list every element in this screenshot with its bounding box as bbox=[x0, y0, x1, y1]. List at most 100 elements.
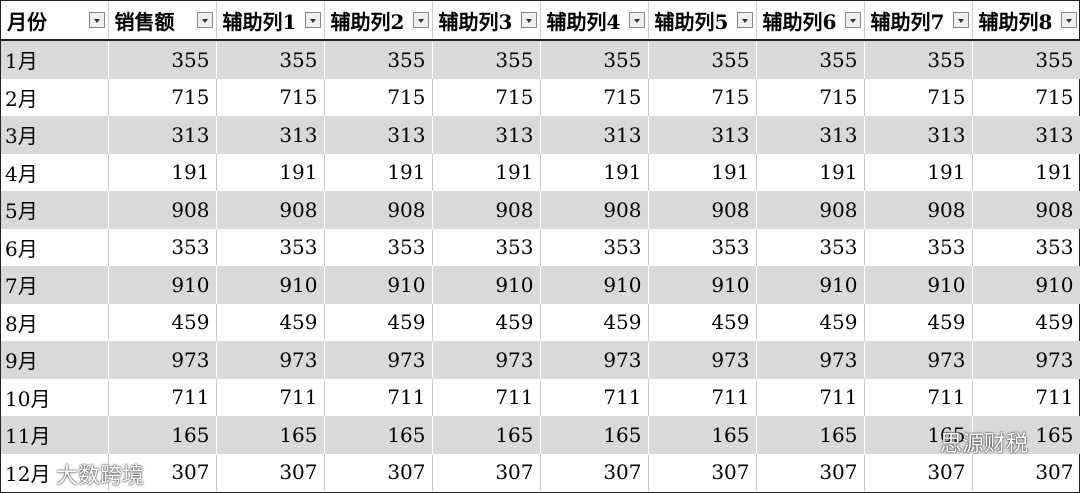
cell: 313 bbox=[108, 116, 217, 154]
cell: 355 bbox=[216, 40, 325, 79]
filter-button[interactable] bbox=[736, 12, 753, 28]
cell: 973 bbox=[108, 341, 217, 379]
cell: 711 bbox=[648, 378, 757, 416]
cell: 355 bbox=[756, 40, 865, 79]
table-row: 7月 910 910 910 910 910 910 910 910 910 bbox=[1, 266, 1080, 304]
cell: 12月 bbox=[1, 453, 109, 491]
filter-button[interactable] bbox=[412, 12, 429, 28]
filter-button[interactable] bbox=[196, 12, 213, 28]
cell: 313 bbox=[972, 116, 1080, 154]
cell: 910 bbox=[756, 266, 865, 304]
cell: 459 bbox=[216, 303, 325, 341]
cell: 353 bbox=[648, 228, 757, 266]
cell: 973 bbox=[540, 341, 649, 379]
cell: 908 bbox=[756, 191, 865, 229]
cell: 191 bbox=[756, 153, 865, 191]
cell: 459 bbox=[432, 303, 541, 341]
cell: 355 bbox=[432, 40, 541, 79]
cell: 711 bbox=[540, 378, 649, 416]
header-text: 辅助列5 bbox=[654, 9, 729, 34]
cell: 715 bbox=[972, 78, 1080, 116]
cell: 459 bbox=[648, 303, 757, 341]
cell: 165 bbox=[432, 416, 541, 454]
cell: 353 bbox=[216, 228, 325, 266]
cell: 355 bbox=[648, 40, 757, 79]
table-row: 2月 715 715 715 715 715 715 715 715 715 bbox=[1, 78, 1080, 116]
table-row: 1月 355 355 355 355 355 355 355 355 355 bbox=[1, 40, 1080, 79]
header-text: 辅助列1 bbox=[222, 9, 297, 34]
cell: 4月 bbox=[1, 153, 109, 191]
cell: 191 bbox=[972, 153, 1080, 191]
cell: 191 bbox=[216, 153, 325, 191]
table-row: 8月 459 459 459 459 459 459 459 459 459 bbox=[1, 303, 1080, 341]
cell: 973 bbox=[432, 341, 541, 379]
column-header: 辅助列5 bbox=[648, 1, 757, 41]
filter-button[interactable] bbox=[844, 12, 861, 28]
cell: 459 bbox=[324, 303, 433, 341]
cell: 715 bbox=[756, 78, 865, 116]
column-header: 辅助列1 bbox=[216, 1, 325, 41]
cell: 191 bbox=[648, 153, 757, 191]
cell: 910 bbox=[864, 266, 973, 304]
cell: 715 bbox=[648, 78, 757, 116]
cell: 711 bbox=[756, 378, 865, 416]
cell: 715 bbox=[324, 78, 433, 116]
cell: 973 bbox=[972, 341, 1080, 379]
cell: 355 bbox=[972, 40, 1080, 79]
cell: 908 bbox=[540, 191, 649, 229]
table-row: 6月 353 353 353 353 353 353 353 353 353 bbox=[1, 228, 1080, 266]
cell: 459 bbox=[864, 303, 973, 341]
cell: 910 bbox=[972, 266, 1080, 304]
cell: 191 bbox=[324, 153, 433, 191]
cell: 353 bbox=[972, 228, 1080, 266]
cell: 910 bbox=[216, 266, 325, 304]
watermark: 大数跨境 bbox=[56, 464, 145, 489]
cell: 711 bbox=[216, 378, 325, 416]
filter-button[interactable] bbox=[952, 12, 969, 28]
cell: 307 bbox=[648, 453, 757, 491]
column-header: 销售额 bbox=[108, 1, 217, 41]
cell: 313 bbox=[216, 116, 325, 154]
cell: 353 bbox=[432, 228, 541, 266]
cell: 908 bbox=[216, 191, 325, 229]
cell: 8月 bbox=[1, 303, 109, 341]
cell: 191 bbox=[432, 153, 541, 191]
table-row: 3月 313 313 313 313 313 313 313 313 313 bbox=[1, 116, 1080, 154]
cell: 313 bbox=[864, 116, 973, 154]
cell: 355 bbox=[864, 40, 973, 79]
table-row: 4月 191 191 191 191 191 191 191 191 191 bbox=[1, 153, 1080, 191]
table-row: 10月 711 711 711 711 711 711 711 711 711 bbox=[1, 378, 1080, 416]
table-row: 11月 165 165 165 165 165 165 165 165 165 bbox=[1, 416, 1080, 454]
cell: 307 bbox=[324, 453, 433, 491]
column-header: 辅助列3 bbox=[432, 1, 541, 41]
cell: 6月 bbox=[1, 228, 109, 266]
cell: 908 bbox=[864, 191, 973, 229]
cell: 165 bbox=[216, 416, 325, 454]
filter-button[interactable] bbox=[628, 12, 645, 28]
filter-button[interactable] bbox=[304, 12, 321, 28]
cell: 910 bbox=[432, 266, 541, 304]
cell: 711 bbox=[972, 378, 1080, 416]
filter-button[interactable] bbox=[520, 12, 537, 28]
column-header: 辅助列2 bbox=[324, 1, 433, 41]
cell: 307 bbox=[540, 453, 649, 491]
cell: 715 bbox=[216, 78, 325, 116]
cell: 353 bbox=[864, 228, 973, 266]
cell: 459 bbox=[756, 303, 865, 341]
cell: 313 bbox=[432, 116, 541, 154]
cell: 313 bbox=[648, 116, 757, 154]
cell: 355 bbox=[540, 40, 649, 79]
cell: 353 bbox=[324, 228, 433, 266]
cell: 355 bbox=[108, 40, 217, 79]
watermark: 思源财税 bbox=[940, 432, 1029, 457]
filter-button[interactable] bbox=[1060, 12, 1077, 28]
cell: 353 bbox=[108, 228, 217, 266]
table-row: 9月 973 973 973 973 973 973 973 973 973 bbox=[1, 341, 1080, 379]
column-header: 辅助列6 bbox=[756, 1, 865, 41]
cell: 11月 bbox=[1, 416, 109, 454]
filter-button[interactable] bbox=[88, 12, 105, 28]
cell: 191 bbox=[108, 153, 217, 191]
cell: 165 bbox=[540, 416, 649, 454]
cell: 711 bbox=[864, 378, 973, 416]
cell: 711 bbox=[432, 378, 541, 416]
